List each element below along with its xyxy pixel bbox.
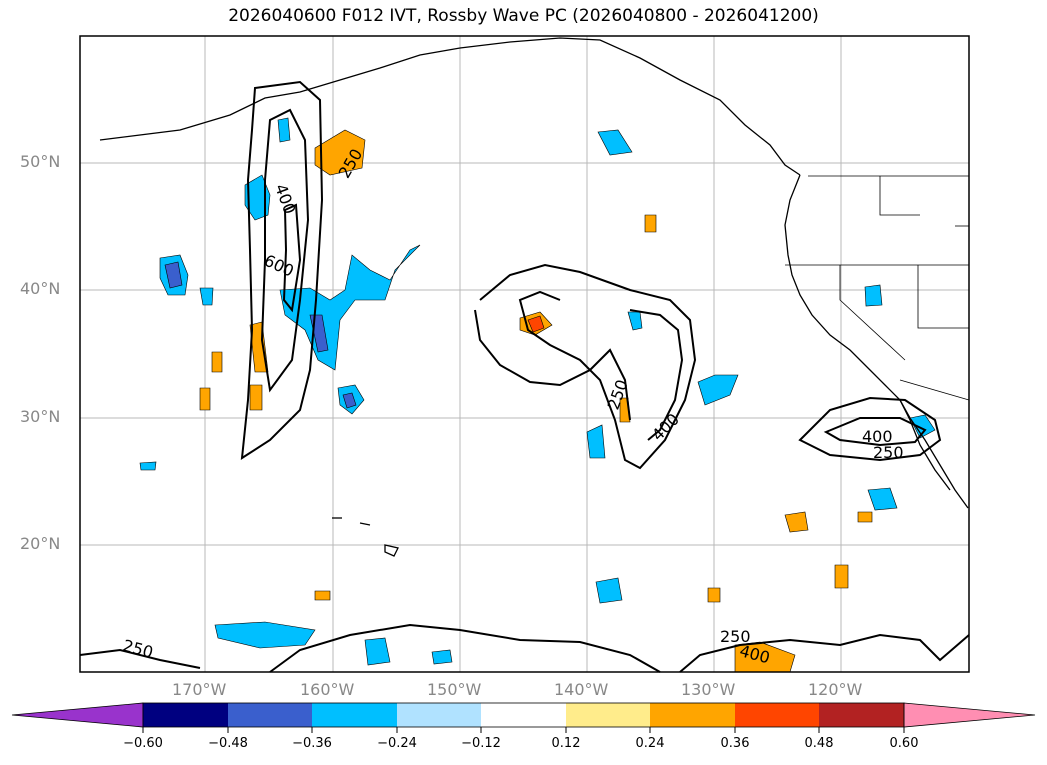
colorbar-label: −0.48 bbox=[208, 736, 248, 751]
political-borders bbox=[785, 175, 970, 401]
colorbar bbox=[11, 702, 1036, 733]
lat-label: 30°N bbox=[20, 407, 61, 426]
colorbar-label: −0.36 bbox=[292, 736, 332, 751]
contour-label: 250 bbox=[720, 627, 751, 646]
colorbar-label: 0.24 bbox=[635, 736, 665, 751]
lat-label: 20°N bbox=[20, 534, 61, 553]
contour-label: 250 bbox=[873, 443, 904, 462]
lon-label: 140°W bbox=[554, 680, 609, 699]
colorbar-segment bbox=[228, 703, 312, 727]
colorbar-segment bbox=[397, 703, 481, 727]
colorbar-label: −0.24 bbox=[377, 736, 417, 751]
map-title: 2026040600 F012 IVT, Rossby Wave PC (202… bbox=[228, 6, 819, 26]
colorbar-segment bbox=[481, 703, 566, 727]
colorbar-label: 0.48 bbox=[804, 736, 834, 751]
colorbar-segment bbox=[312, 703, 397, 727]
colorbar-label: 0.36 bbox=[720, 736, 750, 751]
colorbar-segment bbox=[566, 703, 650, 727]
colorbar-segment bbox=[735, 703, 819, 727]
colorbar-label: −0.12 bbox=[461, 736, 501, 751]
map-panel: 250 400 600 250 400 250 400 250 250 400 bbox=[79, 35, 970, 673]
contour-label: 400 bbox=[862, 427, 893, 446]
colorbar-extend-high bbox=[903, 702, 1036, 728]
lon-label: 150°W bbox=[427, 680, 482, 699]
colorbar-label: 0.12 bbox=[551, 736, 581, 751]
lat-label: 50°N bbox=[20, 152, 61, 171]
map-frame bbox=[79, 35, 970, 673]
lon-label: 170°W bbox=[172, 680, 227, 699]
lat-label: 40°N bbox=[20, 279, 61, 298]
colorbar-extend-low bbox=[11, 702, 144, 728]
colorbar-label: 0.60 bbox=[889, 736, 919, 751]
colorbar-label: −0.60 bbox=[123, 736, 163, 751]
lon-label: 160°W bbox=[300, 680, 355, 699]
ivt-anomaly-shading bbox=[139, 117, 936, 673]
colorbar-segment bbox=[650, 703, 735, 727]
lon-label: 130°W bbox=[681, 680, 736, 699]
lon-label: 120°W bbox=[808, 680, 863, 699]
ivt-contours bbox=[79, 80, 970, 673]
colorbar-segment bbox=[143, 703, 228, 727]
colorbar-segment bbox=[819, 703, 904, 727]
